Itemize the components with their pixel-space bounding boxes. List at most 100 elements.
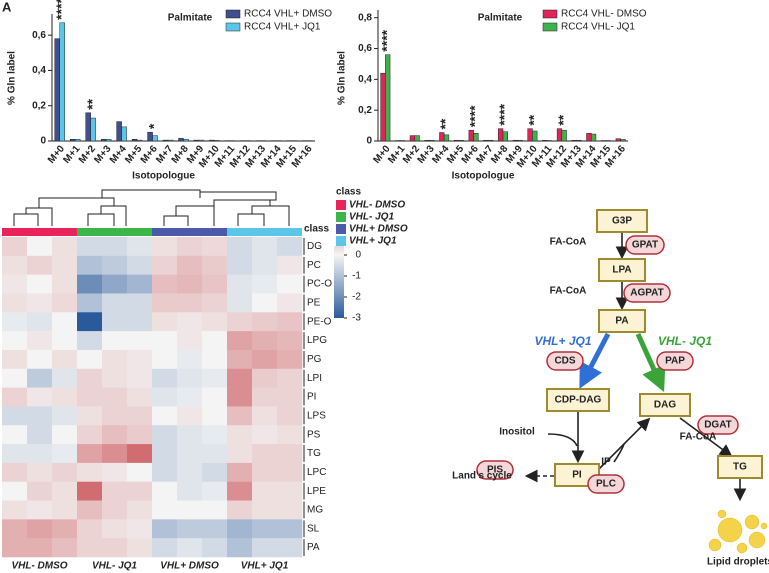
heatmap-cell (127, 237, 153, 257)
heatmap-cell (277, 462, 303, 483)
heatmap-cell (152, 312, 178, 332)
heatmap-cell (27, 237, 53, 257)
heatmap-cell (2, 444, 28, 464)
bar (70, 138, 76, 142)
significance: ** (84, 98, 100, 109)
heatmap-cell (127, 293, 153, 313)
bar (54, 38, 60, 142)
heatmap-cell (202, 293, 228, 313)
heatmap-cell (2, 293, 28, 313)
bar (561, 129, 567, 142)
enzyme-label: AGPAT (630, 288, 664, 299)
significance: ** (437, 118, 453, 129)
metabolite-box (598, 258, 646, 282)
heatmap-cell (277, 368, 303, 388)
y-tick-label: 0,6 (32, 30, 46, 41)
row-label: LPE (307, 486, 326, 497)
heatmap-cell (227, 274, 253, 294)
heatmap-cell (127, 387, 153, 407)
heatmap-cell (277, 538, 303, 558)
chart-title: Palmitate (168, 13, 213, 24)
heatmap-cell (102, 237, 128, 257)
heatmap-cell (77, 237, 103, 257)
heatmap-cell (177, 349, 203, 370)
heatmap-cell (252, 255, 278, 275)
heatmap-cell (202, 312, 228, 332)
heatmap-cell (277, 293, 303, 313)
heatmap-cell (252, 444, 278, 464)
bar (167, 139, 174, 142)
legend-swatch (542, 22, 558, 32)
x-axis-label: Isotopologue (132, 171, 195, 182)
heatmap-cell (202, 406, 228, 426)
heatmap-cell (77, 331, 103, 351)
metabolite-box (596, 209, 648, 233)
metabolite-label: G3P (612, 216, 632, 227)
heatmap-cell (152, 293, 178, 313)
bar (162, 139, 169, 142)
heatmap-cell (127, 519, 153, 539)
heatmap-cell (102, 293, 128, 313)
heatmap-cell (127, 406, 153, 426)
heatmap-cell (127, 274, 153, 294)
heatmap-cell (252, 538, 278, 558)
heatmap-cell (27, 444, 53, 464)
heatmap-cell (277, 237, 303, 257)
heatmap-cell (77, 293, 103, 313)
heatmap-cell (102, 312, 128, 332)
heatmap-cell (27, 368, 53, 388)
row-label: PG (307, 354, 322, 365)
pathway-label: VHL- JQ1 (658, 334, 712, 348)
heatmap-cell (227, 500, 253, 520)
heatmap-cell (277, 425, 303, 445)
legend-label: VHL+ DMSO (349, 224, 408, 235)
bar (209, 139, 215, 142)
enzyme-pill (587, 474, 625, 494)
heatmap-cell (202, 425, 228, 445)
heatmap-cell (252, 500, 278, 520)
group-label: VHL+ JQ1 (241, 561, 289, 572)
enzyme-pill (697, 415, 739, 435)
enzyme-pill (656, 351, 694, 371)
color-bar-label: -3 (352, 313, 361, 324)
significance: * (146, 123, 162, 129)
heatmap-cell (2, 538, 28, 558)
legend-label: RCC4 VHL+ DMSO (244, 9, 332, 20)
heatmap-cell (152, 387, 178, 407)
heatmap-cell (2, 519, 28, 539)
heatmap-cell (52, 538, 78, 558)
bar (517, 139, 523, 142)
metabolite-label: PI (572, 470, 582, 481)
bar (527, 128, 533, 142)
heatmap-cell (177, 481, 203, 501)
heatmap-cell (27, 331, 53, 351)
row-label: DG (307, 241, 322, 252)
legend-swatch (336, 236, 346, 246)
heatmap-cell (152, 519, 178, 539)
metabolite-box (717, 455, 763, 479)
heatmap-cell (252, 519, 278, 539)
heatmap-cell (252, 293, 278, 313)
heatmap-cell (152, 462, 178, 483)
heatmap-cell (27, 462, 53, 483)
heatmap-cell (277, 406, 303, 426)
heatmap-cell (52, 519, 78, 539)
heatmap-cell (127, 481, 153, 501)
color-bar-label: 0 (355, 250, 361, 261)
heatmap-cell (252, 425, 278, 445)
y-tick-label: 0,4 (32, 65, 46, 76)
heatmap-cell (2, 368, 28, 388)
bar (409, 135, 416, 142)
bar (380, 72, 386, 142)
legend-label: VHL- JQ1 (349, 212, 394, 223)
bar (498, 128, 504, 142)
significance: **** (53, 0, 69, 20)
pathway-label: Lipid droplets (707, 557, 769, 568)
enzyme-pill (546, 351, 584, 371)
heatmap-cell (177, 387, 203, 407)
heatmap-cell (252, 387, 278, 407)
heatmap-cell (227, 538, 253, 558)
heatmap-cell (227, 387, 253, 407)
heatmap-cell (227, 444, 253, 464)
